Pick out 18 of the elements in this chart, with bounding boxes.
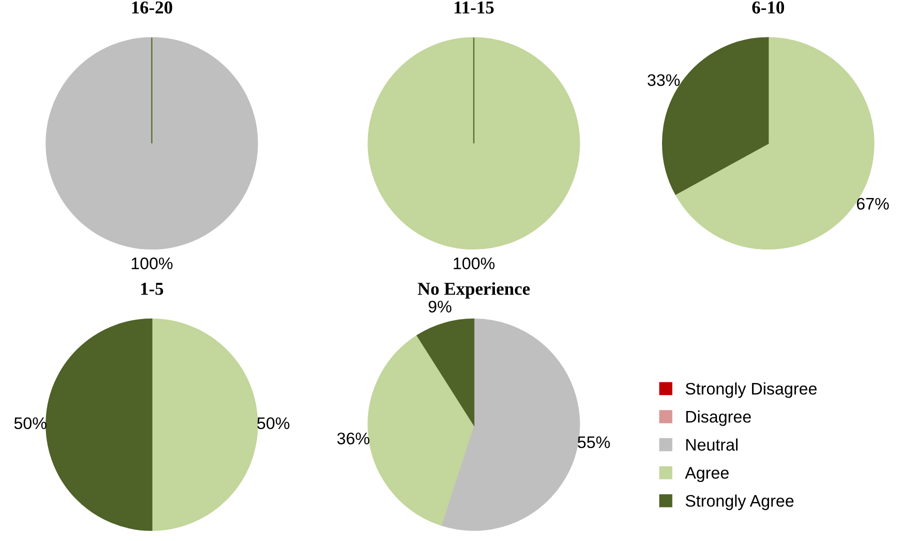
legend-label: Strongly Agree (686, 494, 794, 510)
data-label: 100% (454, 258, 495, 270)
data-label: 33% (648, 74, 680, 86)
data-label: 9% (428, 300, 452, 313)
data-label: 67% (856, 198, 889, 210)
chart-title: 1-5 (141, 282, 164, 295)
legend-label: Strongly Disagree (686, 382, 817, 398)
data-label: 100% (132, 258, 173, 270)
legend-label: Agree (684, 467, 729, 482)
legend-label: Neutral (686, 438, 738, 451)
chart-title: 16-20 (132, 1, 172, 14)
data-label: 36% (337, 432, 370, 444)
chart-title: No Experience (418, 282, 530, 299)
data-label: 50% (257, 417, 290, 430)
chart-title: 11-15 (454, 1, 494, 14)
data-label: 55% (578, 436, 610, 448)
chart-title: 6-10 (752, 1, 784, 14)
legend-label: Disagree (686, 410, 751, 426)
